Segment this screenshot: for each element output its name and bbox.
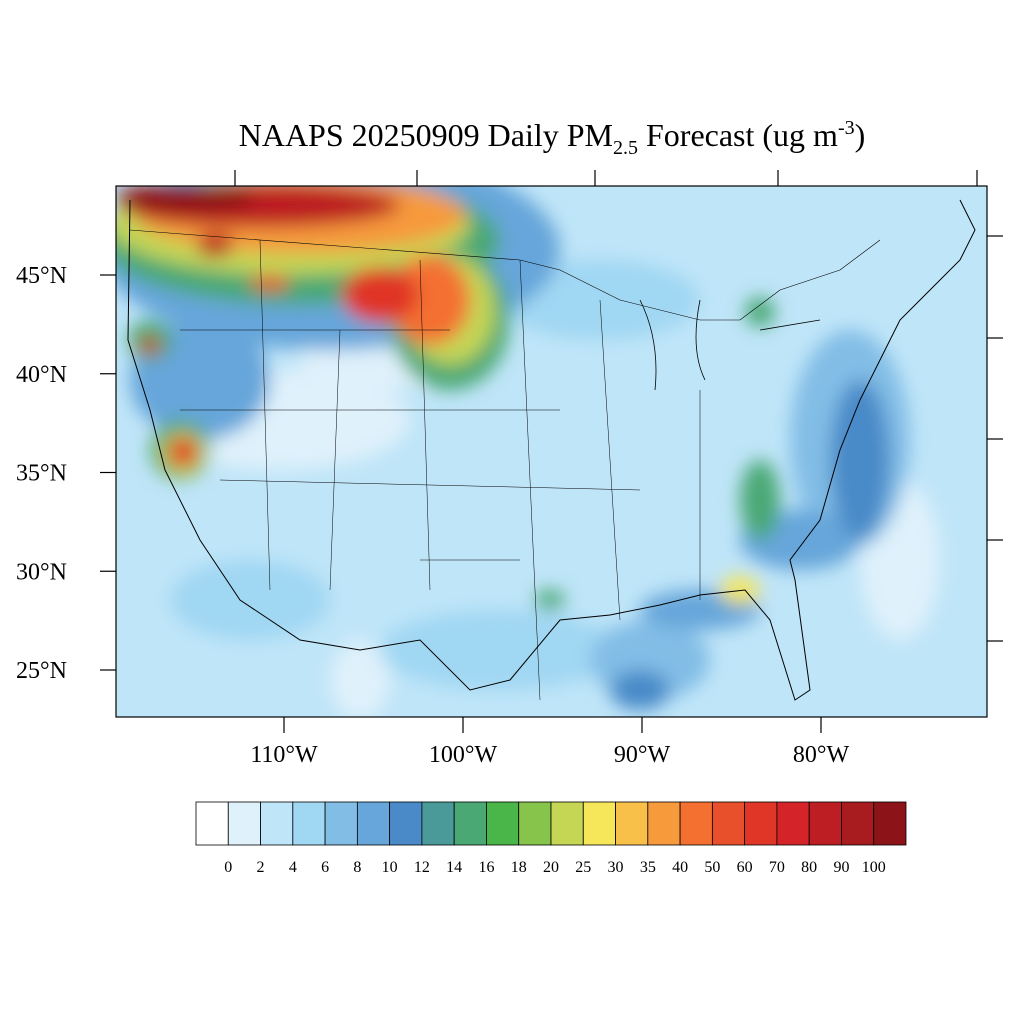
colorbar-label: 60 bbox=[737, 859, 753, 876]
smoke-blob bbox=[535, 590, 565, 610]
smoke-blob bbox=[330, 640, 390, 717]
lat-label: 40°N bbox=[16, 362, 67, 388]
colorbar-label: 2 bbox=[257, 859, 265, 876]
smoke-blob bbox=[140, 338, 160, 354]
lon-label: 80°W bbox=[793, 742, 850, 768]
smoke-blob bbox=[380, 610, 620, 690]
lat-label: 30°N bbox=[16, 559, 67, 585]
colorbar-label: 40 bbox=[672, 859, 688, 876]
colorbar-swatch bbox=[711, 801, 746, 846]
lon-label: 110°W bbox=[250, 742, 318, 768]
colorbar-swatch bbox=[873, 801, 907, 846]
colorbar-swatch bbox=[615, 801, 649, 846]
smoke-blob bbox=[740, 460, 780, 540]
lon-label: 100°W bbox=[429, 742, 498, 768]
colorbar-label: 30 bbox=[608, 859, 624, 876]
colorbar-swatch bbox=[356, 801, 391, 846]
colorbar-swatch bbox=[292, 801, 326, 846]
colorbar-label: 12 bbox=[414, 859, 430, 876]
smoke-blob bbox=[197, 233, 233, 257]
colorbar-swatch bbox=[421, 801, 455, 846]
smoke-blob bbox=[390, 255, 470, 345]
colorbar-label: 4 bbox=[289, 859, 297, 876]
colorbar-label: 70 bbox=[769, 859, 785, 876]
smoke-blob bbox=[342, 267, 418, 323]
colorbar-label: 16 bbox=[478, 859, 494, 876]
smoke-blob bbox=[720, 576, 760, 604]
map-frame bbox=[115, 185, 988, 718]
colorbar-label: 0 bbox=[224, 859, 232, 876]
colorbar-swatch bbox=[227, 801, 261, 846]
colorbar-swatch bbox=[324, 801, 358, 846]
lat-label: 45°N bbox=[16, 263, 67, 289]
colorbar-swatch bbox=[550, 801, 584, 846]
colorbar-swatch bbox=[841, 801, 875, 846]
smoke-blob bbox=[116, 186, 255, 213]
smoke-blob bbox=[250, 275, 290, 291]
colorbar-label: 35 bbox=[640, 859, 656, 876]
smoke-blob bbox=[830, 380, 890, 540]
colorbar-swatch bbox=[744, 801, 778, 846]
title: NAAPS 20250909 Daily PM2.5 Forecast (ug … bbox=[239, 117, 866, 159]
colorbar-label: 80 bbox=[801, 859, 817, 876]
colorbar-swatch bbox=[647, 801, 681, 846]
smoke-blob bbox=[168, 437, 198, 467]
pm25-field bbox=[116, 186, 987, 717]
smoke-blob bbox=[170, 560, 330, 640]
colorbar-label: 6 bbox=[321, 859, 329, 876]
smoke-blobs bbox=[116, 186, 940, 717]
colorbar-swatch bbox=[195, 801, 229, 846]
colorbar-label: 90 bbox=[833, 859, 849, 876]
colorbar-swatch bbox=[776, 801, 810, 846]
colorbar-swatch bbox=[486, 801, 520, 846]
colorbar-label: 18 bbox=[511, 859, 527, 876]
colorbar-swatch bbox=[518, 801, 552, 846]
boundaries bbox=[127, 199, 976, 701]
smoke-blob bbox=[745, 297, 775, 327]
colorbar-swatch bbox=[582, 801, 616, 846]
colorbar-swatch bbox=[453, 801, 487, 846]
colorbar-label: 8 bbox=[353, 859, 361, 876]
frame-ticks bbox=[234, 170, 1003, 642]
colorbar-label: 100 bbox=[862, 859, 886, 876]
lon-label: 90°W bbox=[614, 742, 671, 768]
colorbar-swatch bbox=[679, 801, 713, 846]
colorbar-label: 14 bbox=[446, 859, 462, 876]
smoke-blob bbox=[610, 670, 670, 710]
lat-label: 25°N bbox=[16, 658, 67, 684]
colorbar-swatch bbox=[260, 801, 294, 846]
colorbar-swatch bbox=[808, 801, 842, 846]
colorbar-label: 50 bbox=[704, 859, 720, 876]
colorbar-label: 20 bbox=[543, 859, 559, 876]
colorbar-swatch bbox=[389, 801, 423, 846]
colorbar-label: 25 bbox=[575, 859, 591, 876]
lat-label: 35°N bbox=[16, 461, 67, 487]
colorbar-label: 10 bbox=[382, 859, 398, 876]
